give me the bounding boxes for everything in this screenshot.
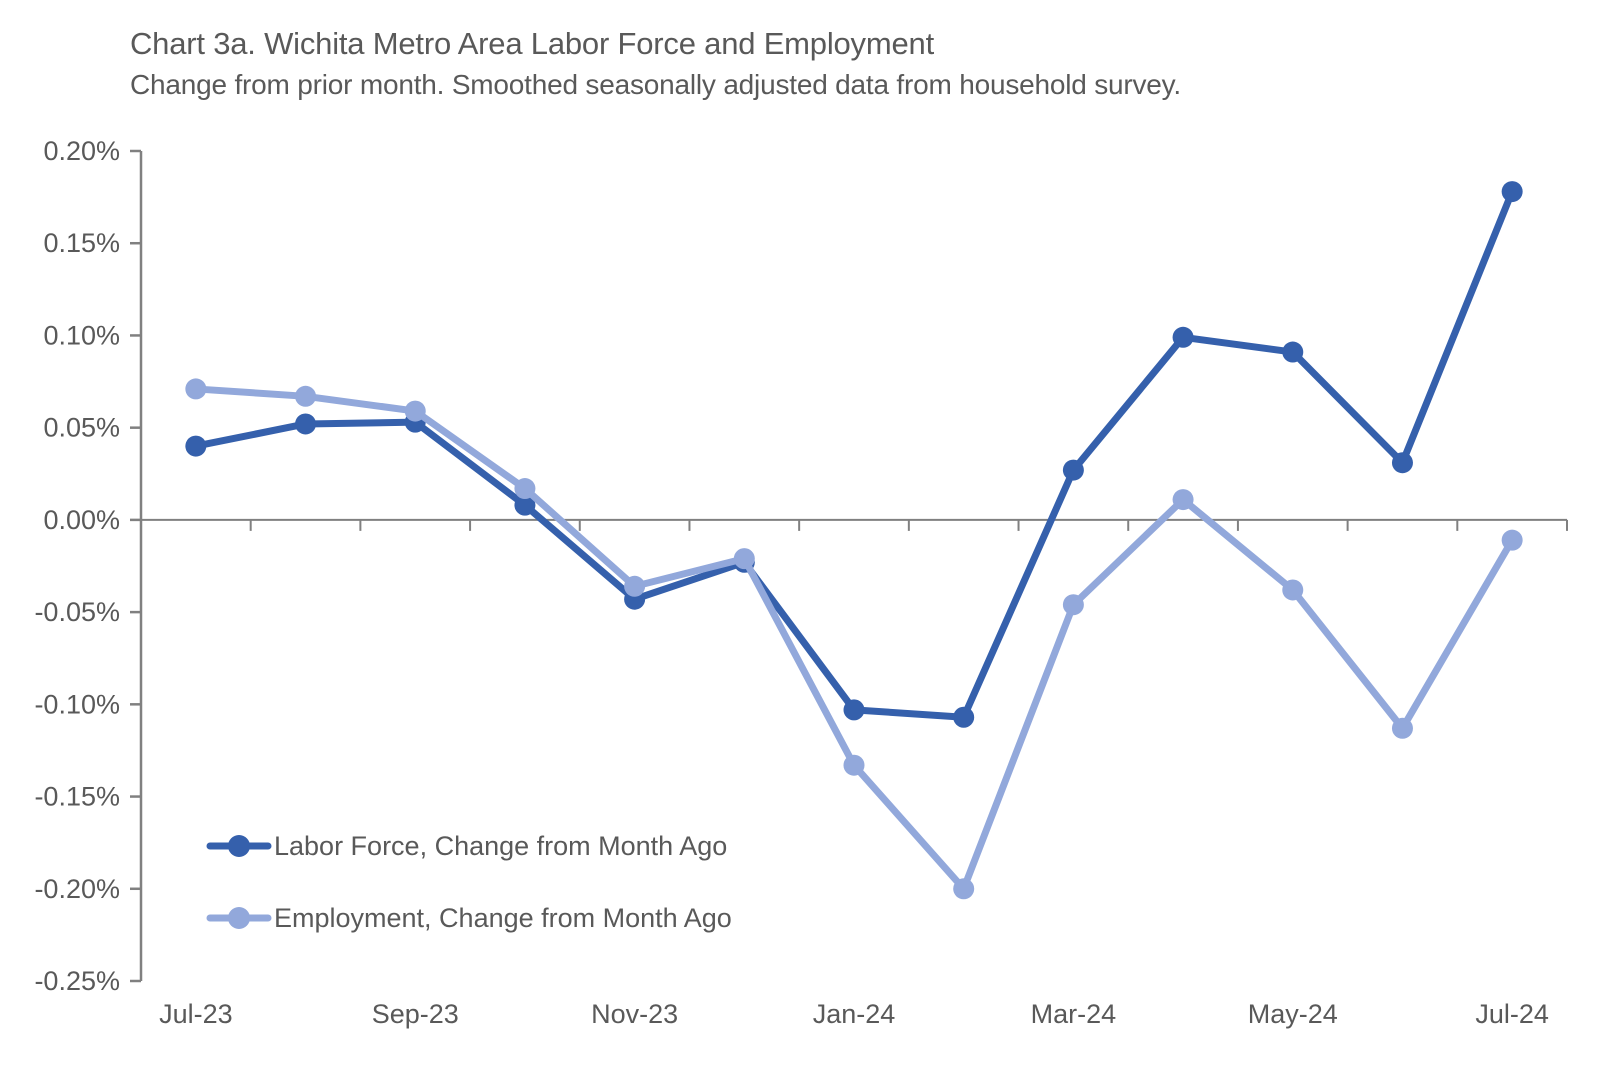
labor-force-marker (843, 699, 865, 721)
labor-force-marker (1062, 459, 1084, 481)
y-axis-label: 0.10% (43, 320, 120, 350)
chart-title: Chart 3a. Wichita Metro Area Labor Force… (130, 26, 934, 61)
x-axis-label: May-24 (1248, 999, 1338, 1029)
employment-marker (953, 878, 975, 900)
employment-line (192, 385, 1516, 893)
y-axis-label: -0.20% (34, 874, 120, 904)
x-axis-label: Jan-24 (813, 999, 896, 1029)
y-axis-label: -0.10% (34, 689, 120, 719)
x-axis-label: Sep-23 (372, 999, 459, 1029)
labor-force-marker (1391, 452, 1413, 474)
y-axis-label: -0.05% (34, 597, 120, 627)
y-axis-label: 0.20% (43, 136, 120, 166)
labor-force-marker (1282, 341, 1304, 363)
labor-force-marker (1172, 326, 1194, 348)
y-axis-label: 0.05% (43, 413, 120, 443)
x-axis-label: Nov-23 (591, 999, 678, 1029)
x-axis-label: Jul-23 (159, 999, 233, 1029)
y-axis-label: -0.25% (34, 966, 120, 996)
employment-marker (843, 754, 865, 776)
employment-marker (1501, 529, 1523, 551)
legend-label-employment: Employment, Change from Month Ago (274, 903, 732, 933)
employment-marker (1282, 579, 1304, 601)
labor-force-marker (295, 413, 317, 435)
x-axis-label: Mar-24 (1031, 999, 1117, 1029)
y-axis-label: -0.15% (34, 782, 120, 812)
employment-marker (514, 478, 536, 500)
labor-force-marker (953, 706, 975, 728)
labor-force-marker (185, 435, 207, 457)
employment-marker (733, 548, 755, 570)
chart-subtitle: Change from prior month. Smoothed season… (130, 69, 1181, 100)
labor-force-line (192, 188, 1516, 721)
legend-marker-employment (228, 907, 250, 929)
x-axis-label: Jul-24 (1475, 999, 1549, 1029)
employment-marker (1172, 489, 1194, 511)
employment-marker (1391, 717, 1413, 739)
y-axis-label: 0.15% (43, 228, 120, 258)
employment-marker (1062, 594, 1084, 616)
employment-marker (185, 378, 207, 400)
employment-marker (404, 400, 426, 422)
labor-force-marker (1501, 181, 1523, 203)
y-axis-label: 0.00% (43, 505, 120, 535)
legend-label-labor-force: Labor Force, Change from Month Ago (274, 831, 727, 861)
legend-marker-labor-force (228, 835, 250, 857)
employment-marker (624, 575, 646, 597)
employment-marker (295, 385, 317, 407)
labor-force-marker (514, 494, 536, 516)
